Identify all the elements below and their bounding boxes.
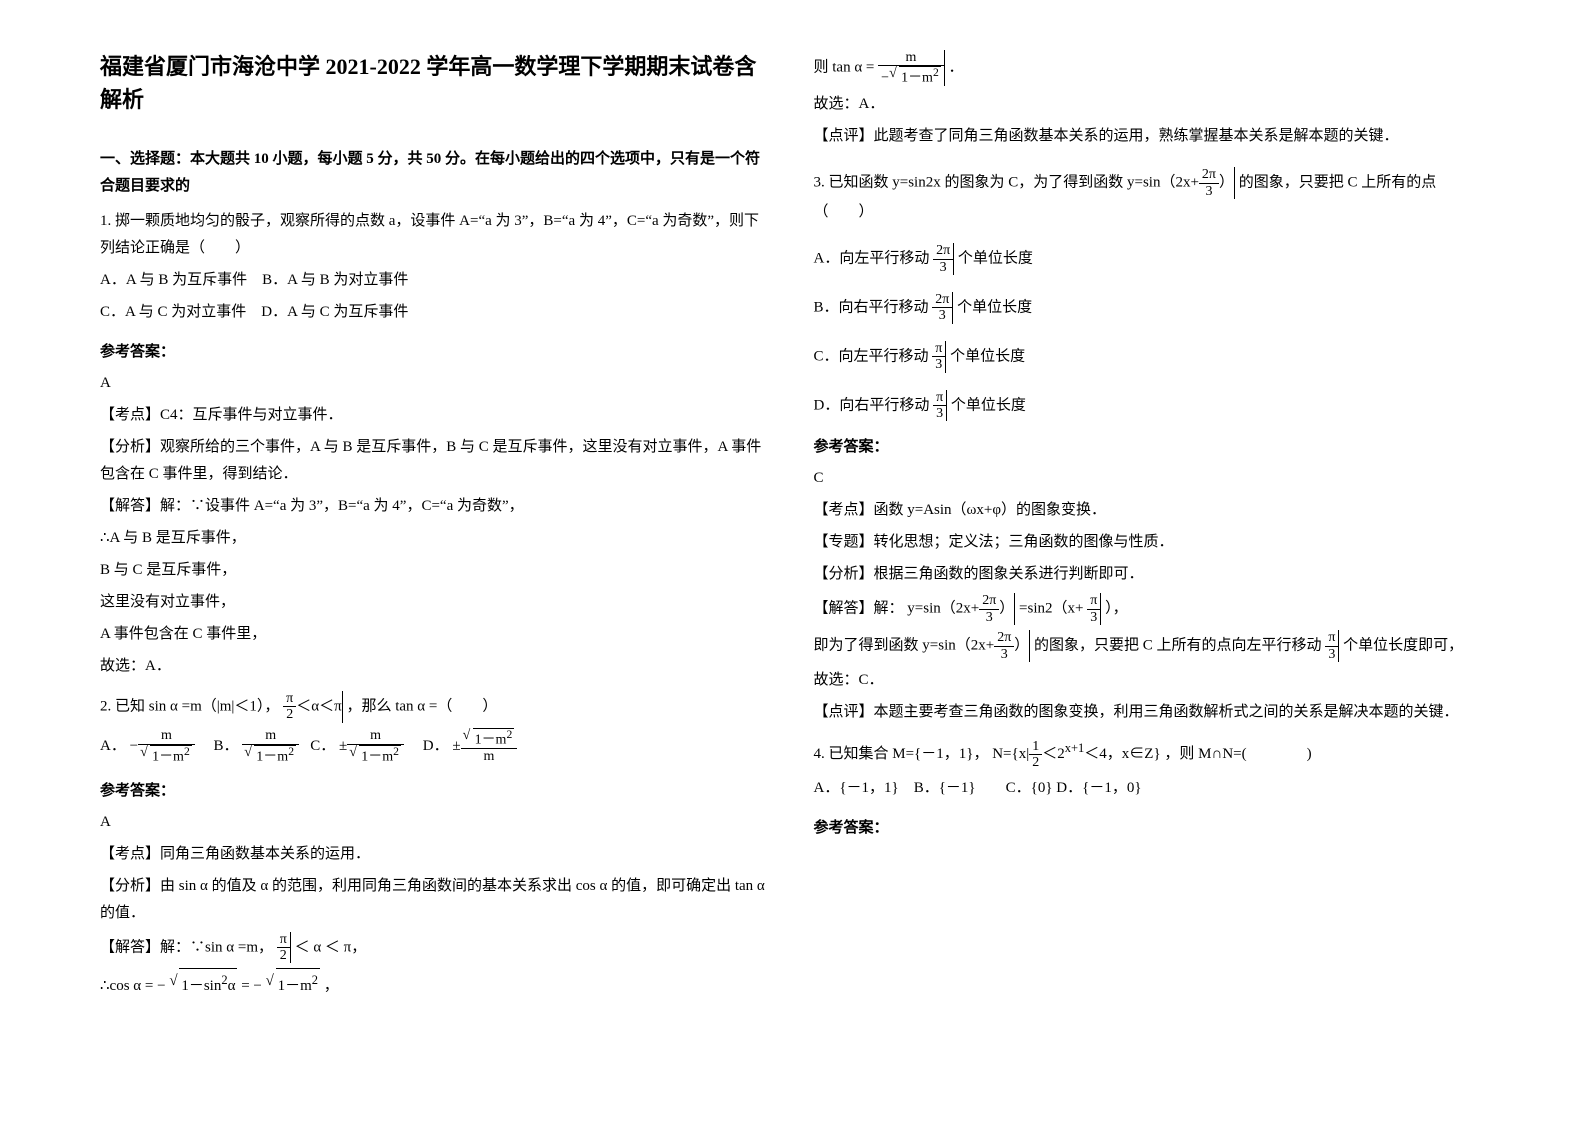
q3-optB-formula: 2π3 (932, 292, 953, 324)
q4-stem-post: ，则 M∩N=( ) (1164, 746, 1311, 762)
q2-optB-formula: m1－m2 (242, 738, 299, 754)
q3-jieda1-formula1: y=sin（2x+2π3） (907, 593, 1015, 625)
q1-options-cd: C．A 与 C 为对立事件 D．A 与 C 为互斥事件 (100, 299, 774, 326)
q1-answer-label: 参考答案： (100, 339, 774, 366)
q3-optB-post: 个单位长度 (957, 299, 1032, 315)
q3-optB: B．向右平行移动 2π3 个单位长度 (814, 292, 1488, 324)
q3-stem: 3. 已知函数 y=sin2x 的图象为 C，为了得到函数 y=sin（2x+2… (814, 167, 1488, 226)
left-column: 福建省厦门市海沧中学 2021-2022 学年高一数学理下学期期末试卷含解析 一… (100, 50, 774, 1072)
q1-kaodian: 【考点】C4：互斥事件与对立事件． (100, 402, 774, 429)
q3-jieda2: 即为了得到函数 y=sin（2x+2π3） 的图象，只要把 C 上所有的点向左平… (814, 630, 1488, 662)
q2-kaodian: 【考点】同角三角函数基本关系的运用． (100, 841, 774, 868)
q3-stem-formula: y=sin（2x+2π3） (1127, 167, 1235, 199)
q3-optC-pre: C．向左平行移动 (814, 348, 929, 364)
col2-dianping: 【点评】此题考查了同角三角函数基本关系的运用，熟练掌握基本关系是解本题的关键． (814, 123, 1488, 150)
q2-optC-formula: ±m1－m2 (339, 738, 404, 754)
q1-jieda4: 这里没有对立事件， (100, 589, 774, 616)
q3-optC: C．向左平行移动 π3 个单位长度 (814, 341, 1488, 373)
q2-optB-label: B． (214, 738, 239, 754)
q1-jieda1: 【解答】解：∵设事件 A=“a 为 3”，B=“a 为 4”，C=“a 为奇数”… (100, 493, 774, 520)
q3-stem-pre: 3. 已知函数 y=sin2x 的图象为 C，为了得到函数 (814, 175, 1124, 191)
right-column: 则 tan α = m−1－m2 ． 故选：A． 【点评】此题考查了同角三角函数… (814, 50, 1488, 1072)
q2-jieda1-pre: 【解答】解：∵sin α =m， (100, 939, 273, 955)
q2-optD-formula: ±1－m2m (452, 738, 517, 754)
q3-jieda3: 故选：C． (814, 667, 1488, 694)
q3-optA: A．向左平行移动 2π3 个单位长度 (814, 243, 1488, 275)
q2-optD-label: D． (423, 738, 449, 754)
q2-optA-label: A． (100, 738, 126, 754)
q4-stem: 4. 已知集合 M={－1，1}， N={x|12＜2x+1＜4，x∈Z} ，则… (814, 737, 1488, 770)
q1-options-ab: A．A 与 B 为互斥事件 B．A 与 B 为对立事件 (100, 267, 774, 294)
document-title: 福建省厦门市海沧中学 2021-2022 学年高一数学理下学期期末试卷含解析 (100, 50, 774, 116)
q2-jieda2-mid: = − (241, 978, 262, 994)
tan-line-post: ． (949, 60, 964, 76)
tan-formula: m−1－m2 (878, 50, 945, 86)
q4-answer-label: 参考答案： (814, 815, 1488, 842)
q2-cos-sqrt-2: 1－m2 (266, 978, 320, 994)
q3-optD-formula: π3 (933, 390, 947, 422)
q2-jieda2: ∴cos α = − 1－sin2α = − 1－m2 ， (100, 968, 774, 1000)
q3-optD: D．向右平行移动 π3 个单位长度 (814, 390, 1488, 422)
tan-line: 则 tan α = m−1－m2 ． (814, 50, 1488, 86)
q1-jieda2: ∴A 与 B 是互斥事件， (100, 525, 774, 552)
q3-jieda1-post: ）， (1105, 601, 1128, 617)
q3-jieda2-mid: 的图象，只要把 C 上所有的点向左平行移动 (1034, 637, 1322, 653)
q3-optA-post: 个单位长度 (958, 251, 1033, 267)
q3-fenxi: 【分析】根据三角函数的图象关系进行判断即可． (814, 561, 1488, 588)
q3-kaodian: 【考点】函数 y=Asin（ωx+φ）的图象变换． (814, 497, 1488, 524)
q3-optB-pre: B．向右平行移动 (814, 299, 929, 315)
col2-guxuan: 故选：A． (814, 91, 1488, 118)
q3-optC-formula: π3 (932, 341, 946, 373)
q3-jieda2-post: 个单位长度即可， (1343, 637, 1463, 653)
q2-jieda2-post: ， (324, 978, 339, 994)
q3-zhuanti: 【专题】转化思想；定义法；三角函数的图像与性质． (814, 529, 1488, 556)
q3-optC-post: 个单位长度 (950, 348, 1025, 364)
q1-jieda5: A 事件包含在 C 事件里， (100, 621, 774, 648)
q2-jieda2-pre: ∴cos α = − (100, 978, 166, 994)
q3-optA-formula: 2π3 (933, 243, 954, 275)
q3-jieda1-pre: 【解答】解： (814, 601, 904, 617)
q2-answer: A (100, 809, 774, 836)
q3-optD-pre: D．向右平行移动 (814, 397, 930, 413)
q2-stem-pre: 2. 已知 sin α =m（|m|＜1）， (100, 698, 279, 714)
q2-jieda1: 【解答】解：∵sin α =m， π2 ＜ α ＜ π， (100, 932, 774, 964)
q4-set-formula: N={x|12＜2x+1＜4，x∈Z} (992, 746, 1160, 762)
section-1-heading: 一、选择题：本大题共 10 小题，每小题 5 分，共 50 分。在每小题给出的四… (100, 146, 774, 200)
q2-jieda1-post: ＜ α ＜ π， (295, 939, 367, 955)
q2-range-formula: π2＜α＜π (283, 691, 343, 723)
q4-options: A．{－1，1} B．{－1} C．{0} D．{－1，0} (814, 775, 1488, 802)
q1-answer: A (100, 370, 774, 397)
q3-jieda2-formula1: y=sin（2x+2π3） (922, 630, 1030, 662)
q2-stem-mid: ，那么 tan α =（ ） (346, 698, 497, 714)
q2-cos-sqrt-1: 1－sin2α (169, 978, 237, 994)
q3-answer-label: 参考答案： (814, 434, 1488, 461)
q3-jieda1: 【解答】解： y=sin（2x+2π3） =sin2（x+ π3 ）， (814, 593, 1488, 625)
q1-stem: 1. 掷一颗质地均匀的骰子，观察所得的点数 a，设事件 A=“a 为 3”，B=… (100, 208, 774, 262)
q1-jieda3: B 与 C 是互斥事件， (100, 557, 774, 584)
q1-fenxi: 【分析】观察所给的三个事件，A 与 B 是互斥事件，B 与 C 是互斥事件，这里… (100, 434, 774, 488)
q3-dianping: 【点评】本题主要考查三角函数的图象变换，利用三角函数解析式之间的关系是解决本题的… (814, 699, 1488, 726)
q3-jieda2-formula2: π3 (1325, 630, 1339, 662)
q4-stem-pre: 4. 已知集合 M={－1，1}， (814, 746, 989, 762)
q3-jieda1-formula2: π3 (1087, 593, 1101, 625)
q2-stem: 2. 已知 sin α =m（|m|＜1）， π2＜α＜π ，那么 tan α … (100, 691, 774, 723)
q2-answer-label: 参考答案： (100, 778, 774, 805)
q2-jieda1-formula: π2 (277, 932, 291, 964)
q2-optA-formula: −m1－m2 (130, 738, 195, 754)
q2-optC-label: C． (310, 738, 335, 754)
q2-options: A． −m1－m2 B． m1－m2 C． ±m1－m2 D． ±1－m2m (100, 728, 774, 765)
q3-answer: C (814, 465, 1488, 492)
tan-line-pre: 则 tan α = (814, 60, 879, 76)
q2-fenxi: 【分析】由 sin α 的值及 α 的范围，利用同角三角函数间的基本关系求出 c… (100, 873, 774, 927)
q3-jieda2-pre: 即为了得到函数 (814, 637, 919, 653)
q3-optA-pre: A．向左平行移动 (814, 251, 930, 267)
q1-jieda6: 故选：A． (100, 653, 774, 680)
q3-jieda1-mid: =sin2（x+ (1019, 601, 1083, 617)
q3-optD-post: 个单位长度 (951, 397, 1026, 413)
